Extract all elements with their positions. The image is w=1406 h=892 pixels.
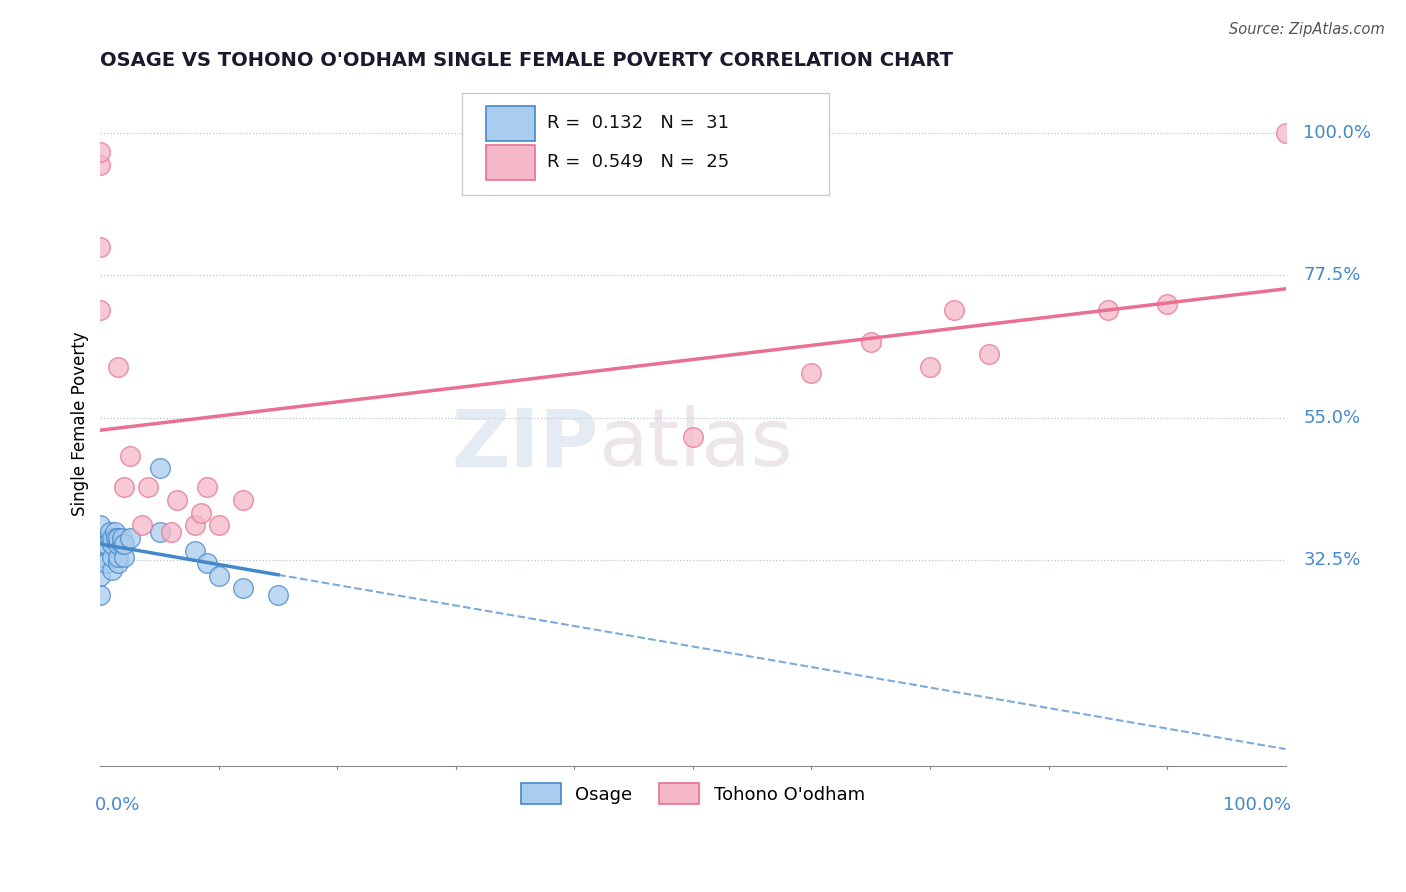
Point [111,531,134,545]
Point [136,480,159,494]
Point [107,531,129,545]
Text: Source: ZipAtlas.com: Source: ZipAtlas.com [1229,22,1385,37]
Point [131,518,153,533]
Text: 77.5%: 77.5% [1303,267,1361,285]
Point [208,518,231,533]
Text: atlas: atlas [598,406,793,483]
Point [89,537,111,551]
Point [98,531,121,545]
Point [859,334,882,349]
Point [1274,126,1296,140]
Text: 55.0%: 55.0% [1303,409,1361,426]
FancyBboxPatch shape [485,105,536,141]
Point [107,549,129,564]
Point [267,588,290,602]
Point [89,549,111,564]
Text: R =  0.549   N =  25: R = 0.549 N = 25 [547,153,730,171]
Point [89,158,111,172]
Point [1156,297,1178,311]
Point [118,449,141,463]
Text: 0.0%: 0.0% [94,797,139,814]
Point [118,531,141,545]
Point [112,549,135,564]
Point [184,518,207,533]
FancyBboxPatch shape [485,145,536,180]
Point [149,461,172,475]
Y-axis label: Single Female Poverty: Single Female Poverty [72,332,89,516]
Point [149,524,172,539]
Point [195,480,218,494]
Point [1097,303,1119,318]
Text: 32.5%: 32.5% [1303,551,1361,569]
Point [682,430,704,444]
Point [232,492,254,507]
Point [101,531,124,545]
Point [101,537,124,551]
Point [103,524,125,539]
FancyBboxPatch shape [461,93,830,195]
Point [89,145,111,159]
Legend: Osage, Tohono O'odham: Osage, Tohono O'odham [515,776,872,812]
Point [800,367,823,381]
Point [89,588,111,602]
Point [111,537,134,551]
Point [184,543,207,558]
Point [112,480,135,494]
Point [195,556,218,570]
Point [101,562,124,576]
Point [112,537,135,551]
Text: R =  0.132   N =  31: R = 0.132 N = 31 [547,114,730,132]
Text: OSAGE VS TOHONO O'ODHAM SINGLE FEMALE POVERTY CORRELATION CHART: OSAGE VS TOHONO O'ODHAM SINGLE FEMALE PO… [100,51,953,70]
Point [98,524,121,539]
Point [166,492,188,507]
Text: 100.0%: 100.0% [1223,797,1292,814]
Point [101,549,124,564]
Point [107,359,129,374]
Point [89,240,111,254]
Point [96,537,118,551]
Point [208,569,231,583]
Point [190,506,212,520]
Point [232,582,254,596]
Point [89,518,111,533]
Point [918,359,941,374]
Point [107,537,129,551]
Text: ZIP: ZIP [451,406,598,483]
Point [979,347,1001,361]
Point [89,569,111,583]
Point [104,531,127,545]
Point [160,524,183,539]
Point [96,556,118,570]
Point [89,303,111,318]
Point [942,303,965,318]
Point [107,556,129,570]
Text: 100.0%: 100.0% [1303,124,1371,142]
